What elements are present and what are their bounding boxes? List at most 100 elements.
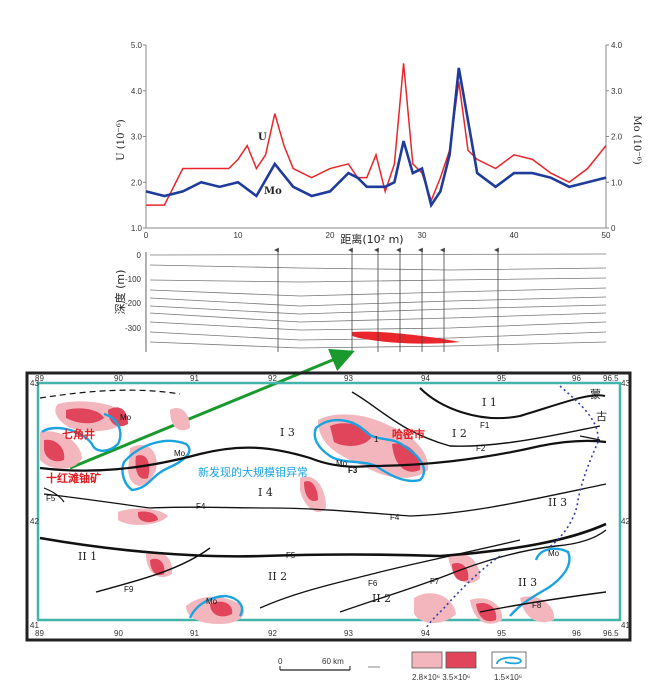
lon-label: 93 [344, 374, 353, 383]
anomaly-annotation: 新发现的大规模钼异常 [198, 465, 308, 479]
x-tick-label: 40 [510, 231, 519, 240]
right-tick-labels: 0 1.0 2.0 3.0 4.0 [606, 41, 623, 233]
left-tick-label: 4.0 [131, 87, 143, 96]
map-frame [25, 371, 632, 642]
x-axis-title: 距离(10² m) [340, 232, 403, 246]
fault-label: F4 [196, 502, 206, 511]
lon-label: 92 [268, 629, 277, 638]
left-tick-label: 2.0 [131, 178, 143, 187]
zone-label: I 4 [258, 486, 273, 499]
zone-label: I 1 [482, 396, 497, 409]
lat-label: 41 [621, 621, 630, 630]
place-label: 七角井 [62, 427, 95, 441]
x-tick-label: 50 [602, 231, 611, 240]
mo-label: Mo [548, 549, 560, 558]
depth-axis-title: 深度 (m) [113, 270, 127, 315]
x-tick-label: 10 [234, 231, 243, 240]
fault-label: F6 [368, 579, 378, 588]
lon-label: 96.5 [603, 629, 619, 638]
study-area-border [36, 381, 622, 622]
fault-segment [579, 435, 601, 441]
fault-label: F7 [430, 577, 440, 586]
series-mo-label: Mo [264, 186, 282, 197]
series-u-line [146, 63, 607, 206]
legend-anomaly-values: 2.8×10⁶ 3.5×10⁶ [412, 673, 470, 682]
lat-label: 43 [30, 379, 39, 388]
right-tick-label: 4.0 [611, 41, 623, 50]
location-marker: 1 [374, 435, 379, 444]
drill-holes [274, 247, 499, 352]
x-tick-label: 30 [418, 231, 427, 240]
right-tick-label: 3.0 [611, 87, 623, 96]
fault-label: F5 [286, 551, 296, 560]
place-label: 十红滩铀矿 [46, 471, 101, 485]
place-label: 哈密市 [392, 427, 425, 441]
location-arrow [69, 348, 355, 470]
anomaly-patches [40, 401, 555, 624]
lon-label: 96 [572, 374, 581, 383]
lon-label: 96 [572, 629, 581, 638]
lat-label: 43 [621, 379, 630, 388]
lon-label: 89 [35, 629, 44, 638]
scale-zero: 0 [278, 657, 283, 666]
lon-label: 93 [344, 629, 353, 638]
zone-label: II 1 [78, 550, 97, 563]
left-axis-title: U (10⁻⁶) [116, 119, 127, 161]
zone-label: I 3 [280, 426, 295, 439]
left-tick-label: 1.0 [131, 224, 143, 233]
depth-tick: -100 [125, 275, 142, 284]
fault-lines [39, 387, 607, 613]
longitude-labels-top: 89 90 91 92 93 94 95 96 96.5 [35, 374, 619, 383]
mo-label: Mo [174, 449, 186, 458]
series-mo-line [145, 67, 607, 209]
geochem-line-chart: 1.02.03.04.05.0 01.02.03.04.0 0 10 20 30 40 5… [116, 41, 642, 246]
lon-label: 91 [190, 629, 199, 638]
zone-label: II 3 [548, 496, 567, 509]
right-axis-title: Mo (10⁻⁶) [631, 115, 642, 164]
longitude-labels-bottom: 89 90 91 92 93 94 95 96 96.5 [35, 629, 619, 638]
lon-label: 89 [35, 374, 44, 383]
lon-label: 94 [421, 629, 430, 638]
lon-label: 96.5 [603, 374, 619, 383]
right-tick-label: 1.0 [611, 178, 623, 187]
lon-label: 95 [497, 629, 506, 638]
mo-label: Mo [206, 597, 218, 606]
right-tick-label: 0 [611, 224, 616, 233]
place-label: 古 [596, 410, 607, 423]
lat-label: 42 [30, 517, 39, 526]
anomaly-map: Mo Mo Mo Mo Mo F1 F2 F3 F4 F4 [25, 371, 632, 642]
zone-label: I 2 [452, 427, 467, 440]
fault-label: F9 [124, 585, 134, 594]
depth-section: 深度 (m) 0 -100 -200 -300 [113, 247, 607, 352]
map-legend: 0 60 km 2.8×10⁶ 3.5×10⁶ 1.5×10⁶ [278, 651, 527, 682]
depth-tick: -300 [125, 324, 142, 333]
fault-label: F1 [480, 421, 490, 430]
fault-label: F8 [532, 601, 542, 610]
lon-label: 92 [268, 374, 277, 383]
mo-label: Mo [120, 413, 132, 422]
x-tick-label: 20 [326, 231, 335, 240]
legend-swatch-outer [411, 651, 443, 669]
x-tick-labels: 0 10 20 30 40 50 [144, 231, 611, 240]
legend-swatch-inner [445, 651, 477, 669]
left-tick-label: 5.0 [131, 41, 143, 50]
left-tick-label: 3.0 [131, 133, 143, 142]
depth-tick: 0 [137, 251, 142, 260]
lon-label: 90 [114, 374, 123, 383]
lon-label: 91 [190, 374, 199, 383]
fault-label: F5 [46, 494, 56, 503]
mo-contours [41, 412, 571, 619]
right-tick-label: 2.0 [611, 133, 623, 142]
zone-label: II 3 [518, 576, 537, 589]
depth-tick: -200 [125, 299, 142, 308]
lon-label: 94 [421, 374, 430, 383]
x-tick-label: 0 [144, 231, 149, 240]
mo-label: Mo [336, 459, 348, 468]
lat-label: 42 [621, 517, 630, 526]
scale-label: 60 km [322, 657, 344, 666]
zone-label: II 2 [372, 592, 391, 605]
place-label: 蒙 [590, 388, 601, 401]
province-boundary [425, 385, 599, 629]
zone-label: II 2 [268, 570, 287, 583]
